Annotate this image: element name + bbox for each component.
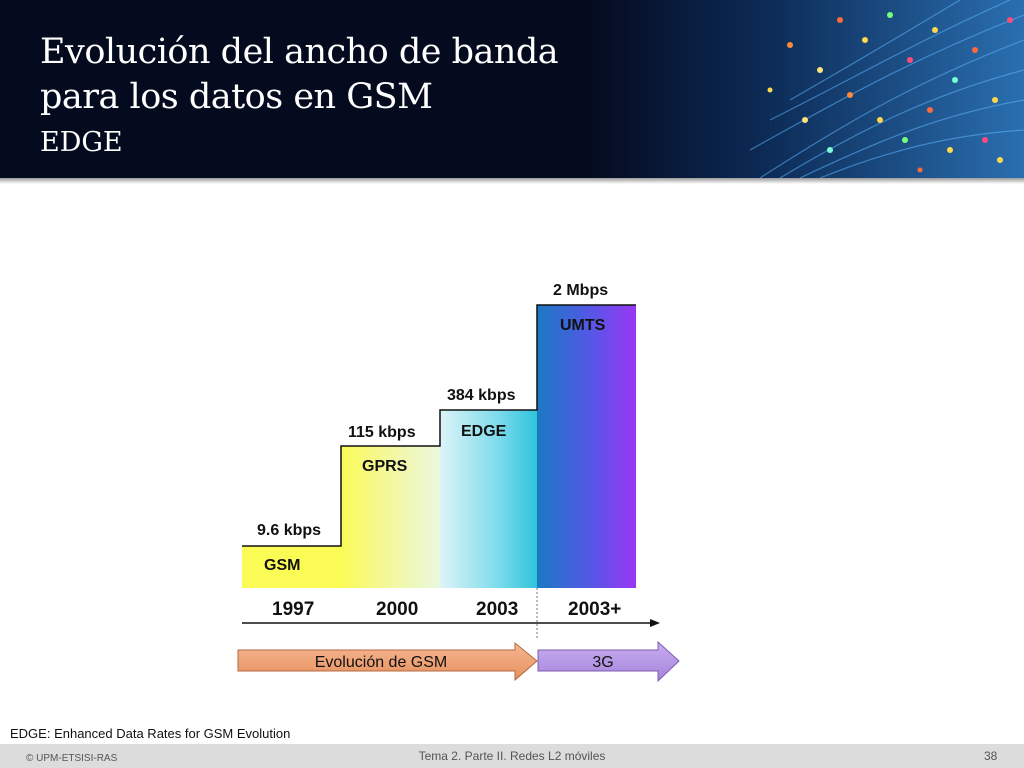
rate-label-umts: 2 Mbps [553, 282, 608, 299]
gsm-evolution-label: Evolución de GSM [315, 654, 448, 671]
rate-label-edge: 384 kbps [447, 387, 516, 404]
title-line-2: para los datos en GSM [40, 77, 433, 117]
timeline-arrowhead [650, 619, 660, 627]
tech-label-edge: EDGE [461, 423, 507, 440]
gsm-evolution-arrow [237, 641, 538, 682]
slide-header: Evolución del ancho de banda para los da… [0, 0, 1024, 178]
staircase-outline [242, 304, 636, 547]
year-label-2000: 2000 [376, 599, 418, 620]
tech-label-umts: UMTS [560, 317, 606, 334]
slide-footer: © UPM-ETSISI-RAS Tema 2. Parte II. Redes… [0, 744, 1024, 768]
header-shadow [0, 178, 1024, 184]
year-label-2003plus: 2003+ [568, 599, 621, 620]
tech-label-gsm: GSM [264, 557, 300, 574]
year-label-1997: 1997 [272, 599, 314, 620]
tech-label-gprs: GPRS [362, 458, 408, 475]
gprs-step-fill [341, 446, 440, 588]
bandwidth-evolution-diagram: GSM GPRS EDGE UMTS 9.6 kbps 115 kbps 384… [237, 282, 680, 683]
edge-step-fill [440, 410, 537, 588]
title-line-1: Evolución del ancho de banda [40, 32, 559, 72]
fiber-optics-image [590, 0, 1024, 178]
3g-label: 3G [592, 654, 613, 671]
umts-step-fill [537, 305, 636, 588]
copyright: © UPM-ETSISI-RAS [26, 753, 118, 764]
page-number: 38 [984, 749, 998, 763]
gsm-step-fill [242, 546, 341, 588]
footnote: EDGE: Enhanced Data Rates for GSM Evolut… [10, 726, 291, 741]
slide-title: Evolución del ancho de banda para los da… [40, 30, 559, 120]
3g-arrow [537, 640, 680, 683]
slide-subtitle: EDGE [40, 127, 123, 158]
course-title: Tema 2. Parte II. Redes L2 móviles [418, 749, 606, 763]
year-label-2003: 2003 [476, 599, 518, 620]
rate-label-gprs: 115 kbps [348, 424, 416, 441]
rate-label-gsm: 9.6 kbps [257, 522, 321, 539]
